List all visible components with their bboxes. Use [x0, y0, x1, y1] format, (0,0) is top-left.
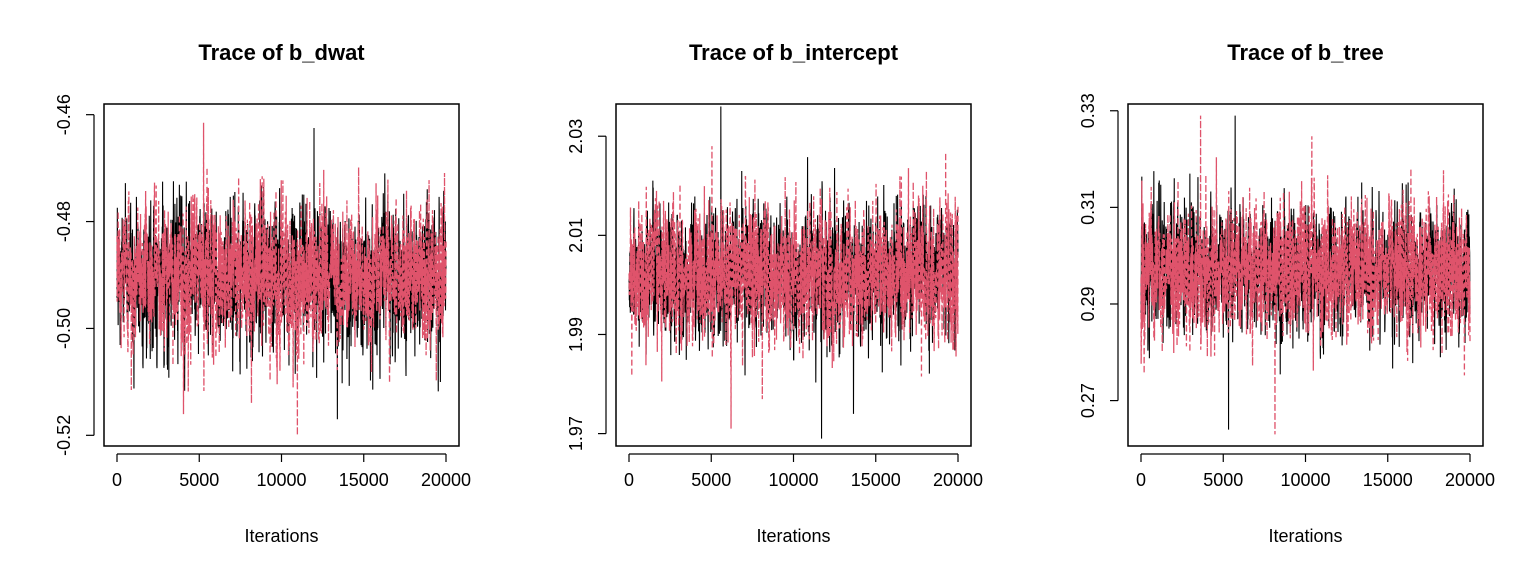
y-tick-label: 0.31: [1078, 190, 1098, 225]
y-tick-label: 1.99: [566, 317, 586, 352]
y-tick-label: 2.03: [566, 119, 586, 154]
plot-frame: [1127, 103, 1484, 447]
chart-title: Trace of b_intercept: [689, 40, 899, 65]
x-tick-label: 10000: [768, 470, 818, 490]
y-tick-label: 0.29: [1078, 286, 1098, 321]
y-tick-label: -0.50: [54, 308, 74, 349]
x-tick-label: 5000: [1203, 470, 1243, 490]
y-tick-label: -0.48: [54, 201, 74, 242]
y-tick-label: -0.52: [54, 415, 74, 456]
x-tick-label: 20000: [933, 470, 983, 490]
x-axis: 0 5000 10000 15000 20000: [624, 453, 983, 490]
y-axis: 0.27 0.29 0.31 0.33: [1078, 93, 1119, 418]
trace-panel-b-tree: Trace of b_tree 0 5000 10000 15000 20000 0.2…: [1078, 40, 1495, 546]
x-tick-label: 0: [112, 470, 122, 490]
y-axis: 1.97 1.99 2.01 2.03: [566, 119, 607, 451]
trace-panel-b-intercept: Trace of b_intercept 0 5000 10000 15000 2000…: [566, 40, 983, 546]
x-tick-label: 5000: [691, 470, 731, 490]
x-axis: 0 5000 10000 15000 20000: [1136, 453, 1495, 490]
trace-panel-b-dwat: Trace of b_dwat 0 5000 10000 15000 20000 -0.…: [54, 40, 471, 546]
x-axis-label: Iterations: [756, 526, 830, 546]
x-axis-label: Iterations: [1268, 526, 1342, 546]
x-tick-label: 0: [624, 470, 634, 490]
x-tick-label: 5000: [179, 470, 219, 490]
y-axis: -0.52 -0.50 -0.48 -0.46: [54, 94, 95, 456]
plot-frame: [615, 103, 972, 447]
x-tick-label: 15000: [1363, 470, 1413, 490]
x-tick-label: 10000: [1280, 470, 1330, 490]
chain-2-trace: [1140, 115, 1471, 435]
chain-2-trace: [628, 146, 959, 429]
trace-lines: [1140, 115, 1471, 435]
trace-lines: [628, 106, 959, 439]
x-axis: 0 5000 10000 15000 20000: [112, 453, 471, 490]
x-tick-label: 15000: [339, 470, 389, 490]
y-tick-label: -0.46: [54, 94, 74, 135]
y-tick-label: 2.01: [566, 218, 586, 253]
x-tick-label: 10000: [256, 470, 306, 490]
y-tick-label: 0.33: [1078, 93, 1098, 128]
plot-frame: [103, 103, 460, 447]
y-tick-label: 0.27: [1078, 383, 1098, 418]
x-axis-label: Iterations: [244, 526, 318, 546]
chart-title: Trace of b_tree: [1227, 40, 1384, 65]
x-tick-label: 20000: [1445, 470, 1495, 490]
trace-lines: [116, 122, 447, 436]
x-tick-label: 20000: [421, 470, 471, 490]
y-tick-label: 1.97: [566, 416, 586, 451]
chain-2-trace: [116, 122, 447, 436]
x-tick-label: 15000: [851, 470, 901, 490]
x-tick-label: 0: [1136, 470, 1146, 490]
chart-title: Trace of b_dwat: [198, 40, 365, 65]
